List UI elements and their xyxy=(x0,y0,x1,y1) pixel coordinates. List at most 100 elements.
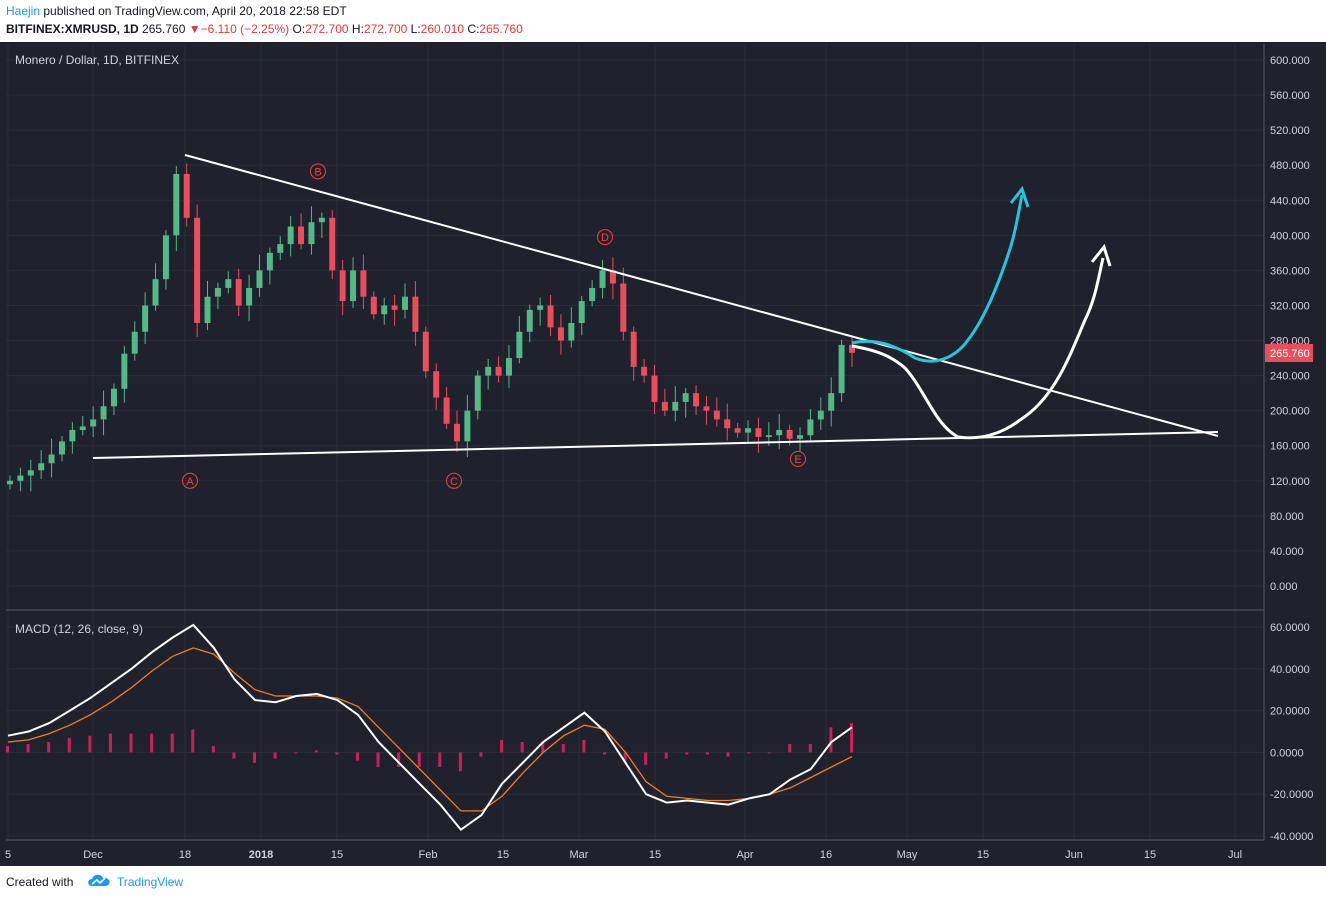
macd-histogram-bar xyxy=(273,752,277,759)
tradingview-link[interactable]: TradingView xyxy=(117,875,184,889)
price-tick-label: 440.000 xyxy=(1270,195,1310,207)
candle-body xyxy=(17,475,24,481)
candle-body xyxy=(360,270,367,297)
pivot-label: D xyxy=(601,232,609,244)
ohlc-legend: BITFINEX:XMRUSD, 1D 265.760 ▼−6.110 (−2.… xyxy=(6,22,523,36)
white-projection-path[interactable] xyxy=(851,257,1105,440)
candle-body xyxy=(381,305,388,315)
low-value: 260.010 xyxy=(420,22,465,36)
candle-body xyxy=(661,401,668,411)
low-label: L: xyxy=(410,22,421,36)
footer: Created with TradingView xyxy=(0,866,1326,899)
pivot-circle xyxy=(597,229,613,246)
tradingview-cloud-icon[interactable] xyxy=(86,872,112,888)
time-tick-label: Jun xyxy=(1065,849,1083,861)
macd-tick-label: -40.0000 xyxy=(1270,831,1313,843)
candle-body xyxy=(131,331,138,354)
candle-body xyxy=(807,419,814,436)
candle-body xyxy=(464,410,471,442)
candle-body xyxy=(100,406,107,420)
macd-histogram-bar xyxy=(355,752,359,761)
price-tick-label: 480.000 xyxy=(1270,160,1310,172)
time-tick-label: Mar xyxy=(570,849,589,861)
candle-body xyxy=(350,270,357,302)
pivot-label: B xyxy=(314,166,321,178)
candle-body xyxy=(672,401,679,411)
candle-body xyxy=(630,331,637,367)
price-tick-label: 200.000 xyxy=(1270,406,1310,418)
time-tick-label: Feb xyxy=(419,849,438,861)
candle-body xyxy=(537,305,544,310)
last-price-tag-label: 265.760 xyxy=(1270,348,1310,360)
pivot-circle xyxy=(182,472,198,489)
candle-body xyxy=(79,426,86,430)
candle-body xyxy=(204,296,211,323)
trendlines xyxy=(92,154,1219,459)
macd-histogram-bar xyxy=(561,744,565,753)
time-tick-label: Jul xyxy=(1228,849,1242,861)
time-tick-label: Apr xyxy=(736,849,753,861)
macd-histogram-bar xyxy=(6,746,9,753)
price-tick-label: 320.000 xyxy=(1270,300,1310,312)
macd-histogram-bar xyxy=(644,752,648,765)
candle-body xyxy=(308,222,315,245)
pivot-label: E xyxy=(794,454,801,466)
macd-histogram-bar xyxy=(211,746,215,753)
candle-body xyxy=(516,331,523,359)
price-tick-label: 0.000 xyxy=(1270,581,1298,593)
high-value: 272.700 xyxy=(363,22,408,36)
price-axis[interactable]: 600.000 560.000 520.000 480.000 440.000 400.0… xyxy=(1270,55,1310,593)
candle-body xyxy=(568,323,575,341)
candle-body xyxy=(287,226,294,245)
candle-body xyxy=(755,428,762,437)
candle-body xyxy=(277,244,284,253)
cyan-projection-path[interactable] xyxy=(851,194,1024,363)
symbol-label: BITFINEX:XMRUSD, 1D xyxy=(6,22,139,36)
candle-body xyxy=(651,375,658,402)
candle-body xyxy=(474,375,481,411)
candle-body xyxy=(641,366,648,376)
candle-body xyxy=(27,470,34,476)
price-tick-label: 600.000 xyxy=(1270,55,1310,67)
chart-background xyxy=(0,42,1326,866)
publish-text: published on TradingView.com, April 20, … xyxy=(40,4,347,18)
author-link[interactable]: Haejin xyxy=(6,4,41,18)
macd-histogram-bar xyxy=(664,752,668,759)
macd-tick-label: 60.0000 xyxy=(1270,622,1310,634)
macd-histogram-bar xyxy=(705,752,709,755)
candle-body xyxy=(58,441,65,455)
candle-body xyxy=(69,429,76,442)
price-tick-label: 560.000 xyxy=(1270,90,1310,102)
candle-body xyxy=(734,428,741,433)
chart-canvas[interactable]: A B C D E 600.000 560.000 520.000 480.000 440.00… xyxy=(0,42,1326,866)
candle-body xyxy=(402,296,409,310)
pivot-label: C xyxy=(450,476,458,488)
macd-tick-label: 0.0000 xyxy=(1270,747,1304,759)
candle-body xyxy=(693,393,700,407)
candle-body xyxy=(765,435,772,437)
ascending-support-line[interactable] xyxy=(92,431,1219,459)
macd-histogram-bar xyxy=(747,752,751,754)
macd-histogram-bar xyxy=(788,744,792,753)
macd-histogram-bar xyxy=(335,752,339,755)
candle-body xyxy=(110,388,117,407)
macd-histogram-bar xyxy=(376,752,380,768)
candle-body xyxy=(339,270,346,302)
time-tick-label: 15 xyxy=(331,849,343,861)
price-tick-label: 120.000 xyxy=(1270,476,1310,488)
candle-body xyxy=(599,270,606,288)
macd-histogram-bar xyxy=(67,737,71,753)
down-arrow-icon: ▼ xyxy=(188,22,201,36)
candle-body xyxy=(838,344,845,394)
descending-resistance-line[interactable] xyxy=(184,154,1219,437)
candle-body xyxy=(121,353,128,389)
candle-body xyxy=(152,279,159,306)
time-axis[interactable]: 5 Dec 18 2018 15 Feb 15 Mar 15 Apr 16 May 15 Jun 15 Jul xyxy=(5,849,1242,861)
macd-histogram-bar xyxy=(108,733,112,753)
candle-body xyxy=(547,305,554,328)
candle-body xyxy=(194,217,201,323)
macd-histogram-bar xyxy=(479,752,483,757)
price-tick-label: 360.000 xyxy=(1270,265,1310,277)
candle-body xyxy=(849,344,855,353)
macd-axis[interactable]: 60.0000 40.0000 20.0000 0.0000 -20.0000 -40.0… xyxy=(1270,622,1313,843)
